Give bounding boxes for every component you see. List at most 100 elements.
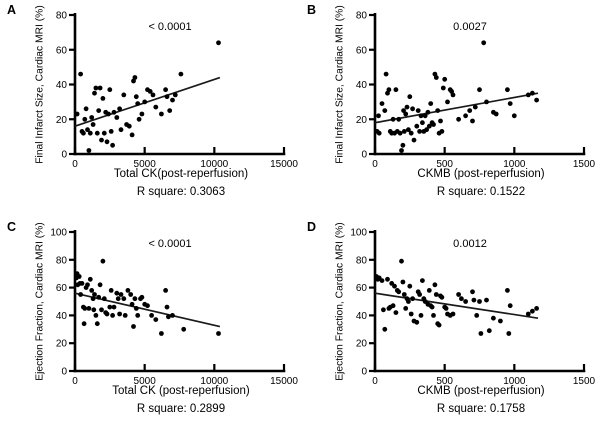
data-point [399,258,404,264]
x-tick-label: 0 [72,376,78,387]
data-point [397,130,403,136]
y-tick-label: 0 [361,367,367,378]
data-point [104,311,110,317]
data-point [139,111,145,117]
data-point [404,104,410,110]
data-point [414,319,420,325]
data-point [153,104,159,110]
data-point [425,109,431,115]
data-point [94,130,100,136]
y-tick-label: 0 [61,150,67,161]
data-point [417,129,422,134]
panel-letter-b: B [307,3,317,17]
data-point [159,331,164,336]
y-tick-label: 20 [56,115,68,126]
data-point [79,281,85,286]
y-tick-label: 60 [56,45,68,56]
data-point [385,276,390,282]
regression-line [374,292,539,320]
data-point [410,106,415,112]
data-point [90,122,96,127]
data-point [126,123,132,129]
data-point [163,288,169,293]
y-tick-label: 60 [56,283,68,294]
x-axis-label: CKMB (post-reperfusion) [417,168,545,180]
y-tick-label: 100 [350,228,367,239]
scatter-plot-b: 0 20 40 60 80 0 500 1000 1500 [356,11,596,171]
data-point [216,331,221,336]
data-point [498,318,503,324]
x-tick-label: 5000 [134,159,157,170]
data-point [484,99,489,105]
data-point [178,71,184,77]
data-point [118,127,124,133]
data-point [117,311,122,317]
x-tick-label: 0 [372,376,378,387]
data-point [104,139,110,145]
data-point [511,113,517,119]
data-point [78,71,83,77]
data-point [129,301,135,307]
y-tick-label: 80 [56,11,68,22]
data-point [530,308,535,314]
data-point [379,101,385,106]
data-point [133,94,139,100]
data-point [386,87,392,93]
data-point [125,288,131,293]
data-point [92,292,97,297]
data-point [376,130,382,136]
data-point [107,87,113,93]
data-point [163,87,169,93]
data-point [89,115,95,120]
data-point [115,296,121,302]
data-point [136,116,142,122]
data-point [486,328,492,334]
data-point [121,296,127,302]
y-tick-label: 0 [61,367,67,378]
data-point [390,303,396,309]
data-point [101,296,107,302]
data-point [93,313,99,318]
data-point [76,274,82,279]
scatter-plot-a: 0 20 40 60 80 0 5000 10000 15000 [56,11,298,171]
data-point [172,92,178,98]
data-point [82,306,88,311]
data-point [164,94,170,100]
data-point [470,118,475,124]
data-point [114,115,120,120]
data-point [390,116,396,122]
data-point [383,71,389,77]
data-point [410,296,415,302]
y-tick-label: 60 [356,283,368,294]
data-point [438,118,443,124]
data-point [139,294,145,300]
data-point [94,321,100,327]
data-point [122,313,128,318]
data-point [150,92,156,98]
data-point [506,331,512,336]
data-point [443,306,449,311]
data-point [484,297,489,303]
data-point [463,113,468,119]
data-point [472,104,478,110]
data-point [420,278,425,283]
y-tick-label: 20 [356,115,368,126]
data-point [87,276,93,282]
y-tick-label: 60 [356,45,368,56]
data-point [507,303,513,309]
y-tick-label: 80 [356,11,368,22]
data-point [93,85,99,91]
data-point [456,292,461,297]
data-point [426,288,432,293]
data-point [401,292,407,297]
data-point [439,294,445,300]
data-point [525,92,531,98]
data-point [507,101,513,106]
data-point [133,306,139,311]
data-point [117,106,122,112]
y-tick-label: 20 [356,339,368,350]
data-point [491,315,496,321]
data-point [534,97,539,103]
p-value-annotation: 0.0027 [453,21,487,33]
